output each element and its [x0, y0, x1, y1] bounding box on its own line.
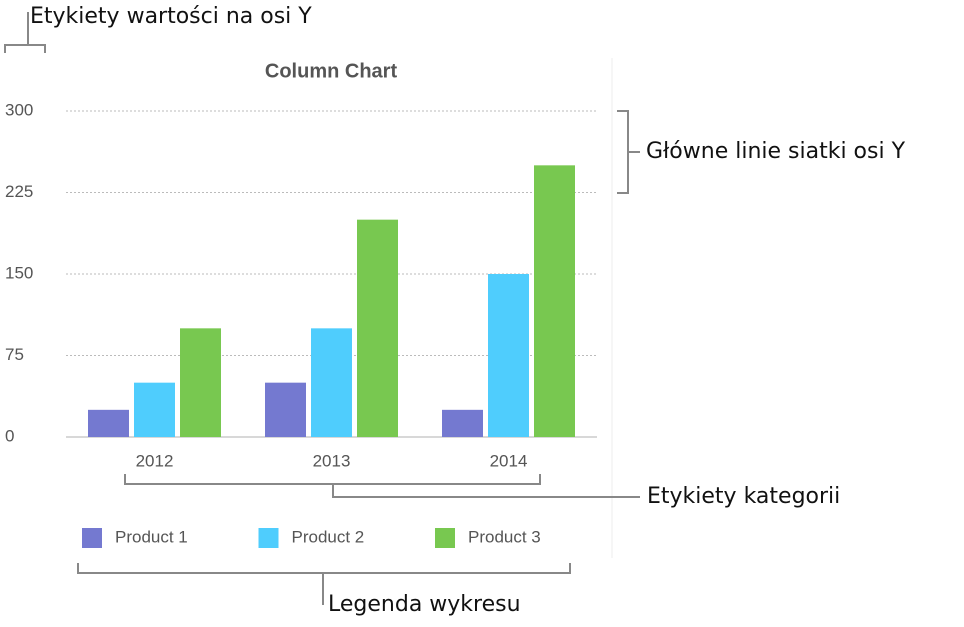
bar: [311, 328, 352, 437]
y-tick-label: 225: [5, 182, 33, 201]
legend-swatch: [435, 528, 455, 548]
bar: [134, 382, 175, 437]
y-tick-label: 0: [5, 426, 14, 445]
x-tick-label: 2012: [136, 451, 174, 470]
x-tick-label: 2014: [490, 451, 528, 470]
bar: [180, 328, 221, 437]
bracket: [4, 12, 46, 53]
bar: [88, 409, 129, 437]
annotation: Legenda wykresu: [328, 592, 521, 617]
annotation: Główne linie siatki osi Y: [646, 139, 906, 164]
y-tick-label: 150: [5, 263, 33, 282]
bar: [265, 382, 306, 437]
x-tick-label: 2013: [313, 451, 351, 470]
chart-title: Column Chart: [265, 60, 398, 82]
bar: [534, 165, 575, 438]
annotation: Etykiety kategorii: [647, 484, 840, 509]
y-tick-label: 75: [5, 345, 24, 364]
legend-label: Product 3: [468, 527, 541, 546]
legend-swatch: [82, 528, 102, 548]
bar: [357, 219, 398, 437]
bracket: [124, 474, 640, 498]
bar: [442, 409, 483, 437]
bracket: [77, 563, 571, 605]
y-tick-label: 300: [5, 100, 33, 119]
bar: [488, 274, 529, 437]
annotation: Etykiety wartości na osi Y: [30, 4, 312, 29]
legend-label: Product 1: [115, 527, 188, 546]
legend-swatch: [258, 528, 279, 548]
bracket: [617, 110, 640, 194]
legend-label: Product 2: [292, 527, 365, 546]
